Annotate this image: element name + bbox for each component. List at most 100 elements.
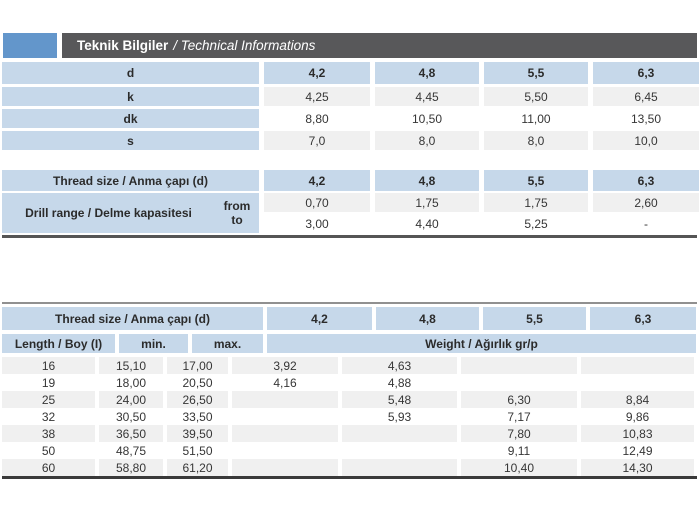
divider-rule: [2, 302, 697, 304]
length-data-cell: 18,00: [99, 374, 163, 391]
length-data-cell: [232, 459, 338, 476]
drill-to-value: -: [593, 214, 699, 233]
length-data-cell: [232, 442, 338, 459]
length-col-header: Length / Boy (I): [2, 334, 115, 353]
length-data-cell: [232, 408, 338, 425]
length-header-label: Thread size / Anma çapı (d): [2, 307, 263, 330]
length-data-cell: 17,00: [167, 357, 228, 374]
length-data-cell: 48,75: [99, 442, 163, 459]
spec-row-label: dk: [2, 109, 259, 128]
length-data-cell: 9,86: [581, 408, 694, 425]
size-header: 4,2: [264, 170, 370, 191]
size-header: 4,8: [375, 170, 479, 191]
length-table-data: 16 15,10 17,00 3,92 4,63 19 18,00 20,50 4,16 4,88…: [2, 357, 694, 476]
drill-header-label: Thread size / Anma çapı (d): [2, 170, 259, 191]
length-data-cell: 38: [2, 425, 95, 442]
spec-row-label: d: [2, 62, 259, 84]
length-data-cell: 10,83: [581, 425, 694, 442]
drill-to-value: 5,25: [484, 214, 588, 233]
weight-col-header: Weight / Ağırlık gr/p: [267, 334, 696, 353]
size-header: 5,5: [483, 307, 586, 330]
length-data-cell: [342, 442, 457, 459]
length-data-cell: [581, 374, 694, 391]
page-title-translation: / Technical Informations: [173, 38, 316, 53]
drill-range-label-cell: Drill range / Delme kapasitesi from to: [2, 193, 259, 233]
spec-value-cell: 4,8: [375, 62, 479, 84]
spec-value-cell: 6,45: [593, 87, 699, 106]
spec-value-cell: 10,50: [375, 109, 479, 128]
size-header: 6,3: [590, 307, 696, 330]
length-data-cell: 8,84: [581, 391, 694, 408]
length-data-cell: [342, 425, 457, 442]
length-data-cell: [342, 459, 457, 476]
spec-value-cell: 10,0: [593, 131, 699, 150]
length-data-cell: 7,80: [461, 425, 577, 442]
to-label: to: [231, 213, 243, 227]
length-data-cell: 51,50: [167, 442, 228, 459]
drill-from-value: 2,60: [593, 193, 699, 212]
length-data-cell: 61,20: [167, 459, 228, 476]
drill-table: Thread size / Anma çapı (d) 4,2 4,8 5,5 …: [2, 170, 699, 233]
drill-from-value: 1,75: [375, 193, 479, 212]
length-data-cell: 6,30: [461, 391, 577, 408]
drill-from-value: 0,70: [264, 193, 370, 212]
size-header: 4,2: [267, 307, 372, 330]
length-data-cell: 14,30: [581, 459, 694, 476]
length-data-cell: 15,10: [99, 357, 163, 374]
spec-value-cell: 8,80: [264, 109, 370, 128]
spec-value-cell: 5,50: [484, 87, 588, 106]
length-data-cell: 60: [2, 459, 95, 476]
length-data-cell: [232, 391, 338, 408]
divider-rule: [2, 235, 697, 238]
length-data-cell: 16: [2, 357, 95, 374]
accent-square: [3, 33, 57, 58]
length-data-cell: 36,50: [99, 425, 163, 442]
spec-value-cell: 8,0: [375, 131, 479, 150]
drill-to-value: 3,00: [264, 214, 370, 233]
spec-value-cell: 4,2: [264, 62, 370, 84]
length-table-header: Thread size / Anma çapı (d) 4,2 4,8 5,5 …: [2, 307, 696, 353]
spec-value-cell: 6,3: [593, 62, 699, 84]
spec-value-cell: 4,25: [264, 87, 370, 106]
length-data-cell: 4,63: [342, 357, 457, 374]
drill-to-value: 4,40: [375, 214, 479, 233]
spec-value-cell: 4,45: [375, 87, 479, 106]
length-data-cell: 24,00: [99, 391, 163, 408]
divider-rule: [2, 476, 697, 479]
length-data-cell: 3,92: [232, 357, 338, 374]
length-data-cell: 19: [2, 374, 95, 391]
spec-value-cell: 13,50: [593, 109, 699, 128]
length-data-cell: [461, 374, 577, 391]
page-title: Teknik Bilgiler: [77, 38, 169, 53]
length-data-cell: 9,11: [461, 442, 577, 459]
spec-value-cell: 7,0: [264, 131, 370, 150]
length-data-cell: 5,48: [342, 391, 457, 408]
length-data-cell: 7,17: [461, 408, 577, 425]
length-data-cell: 4,16: [232, 374, 338, 391]
spec-value-cell: 11,00: [484, 109, 588, 128]
length-data-cell: 30,50: [99, 408, 163, 425]
title-bar-strip: Teknik Bilgiler / Technical Informations: [62, 33, 697, 58]
length-data-cell: [581, 357, 694, 374]
title-bar: Teknik Bilgiler / Technical Informations: [3, 33, 697, 58]
min-col-header: min.: [119, 334, 188, 353]
from-label: from: [223, 199, 251, 213]
length-data-cell: 32: [2, 408, 95, 425]
length-data-cell: 50: [2, 442, 95, 459]
spec-row-label: k: [2, 87, 259, 106]
spec-table: d 4,2 4,8 5,5 6,3 k 4,25 4,45 5,50 6,45 dk 8,80 10,5…: [2, 62, 699, 150]
length-data-cell: 10,40: [461, 459, 577, 476]
length-data-cell: 39,50: [167, 425, 228, 442]
length-data-cell: 26,50: [167, 391, 228, 408]
length-data-cell: [461, 357, 577, 374]
length-data-cell: 12,49: [581, 442, 694, 459]
spec-value-cell: 8,0: [484, 131, 588, 150]
size-header: 4,8: [376, 307, 479, 330]
max-col-header: max.: [192, 334, 263, 353]
spec-value-cell: 5,5: [484, 62, 588, 84]
length-data-cell: 33,50: [167, 408, 228, 425]
spec-row-label: s: [2, 131, 259, 150]
length-data-cell: [232, 425, 338, 442]
drill-range-label: Drill range / Delme kapasitesi: [25, 206, 192, 220]
